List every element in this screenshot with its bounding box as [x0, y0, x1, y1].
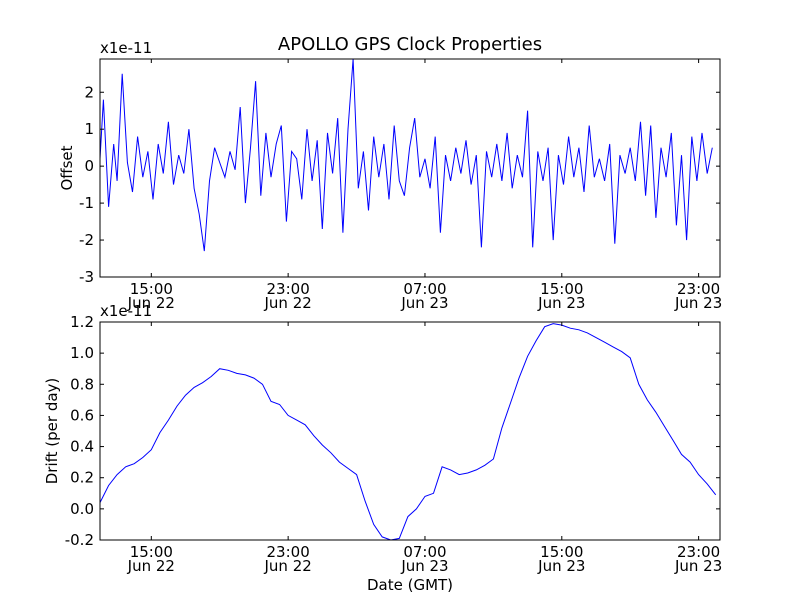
chart-title: APOLLO GPS Clock Properties [278, 34, 542, 55]
drift-y-tick-label: 0.0 [70, 500, 94, 518]
drift-x-tick-time: 15:00 [130, 543, 173, 561]
offset-x-tick-date: Jun 22 [127, 294, 175, 312]
offset-x-tick-time: 07:00 [403, 280, 446, 298]
offset-y-tick-label: 0 [84, 157, 94, 175]
drift-x-axis-label: Date (GMT) [367, 576, 453, 594]
drift-x-tick-date: Jun 23 [400, 557, 448, 575]
offset-y-tick-label: 1 [84, 120, 94, 138]
offset-y-tick-label: 2 [84, 83, 94, 101]
offset-x-tick-date: Jun 22 [263, 294, 311, 312]
offset-x-tick-date: Jun 23 [400, 294, 448, 312]
drift-x-tick-date: Jun 23 [537, 557, 585, 575]
drift-y-tick-label: 1.2 [70, 313, 94, 331]
drift-y-tick-label: -0.2 [65, 531, 94, 549]
drift-x-tick-time: 15:00 [540, 543, 583, 561]
offset-x-tick-date: Jun 23 [537, 294, 585, 312]
drift-axes-frame [99, 321, 721, 541]
drift-plot-area [100, 322, 720, 540]
drift-y-tick-label: 0.6 [70, 406, 94, 424]
offset-axes-frame [99, 58, 721, 278]
offset-y-tick-label: -3 [79, 268, 94, 286]
drift-x-tick-date: Jun 22 [127, 557, 175, 575]
drift-x-tick-time: 23:00 [267, 543, 310, 561]
drift-x-tick-date: Jun 22 [263, 557, 311, 575]
offset-y-ticks: -3 -2 -1 0 1 2 [79, 83, 720, 286]
drift-y-ticks: -0.2 0.0 0.2 0.4 0.6 0.8 1.0 1.2 [65, 313, 720, 549]
drift-series-line [99, 323, 717, 541]
drift-y-tick-label: 1.0 [70, 344, 94, 362]
offset-exponent-label: x1e-11 [100, 39, 152, 57]
drift-x-tick-date: Jun 23 [674, 557, 722, 575]
offset-y-tick-label: -1 [79, 194, 94, 212]
offset-y-axis-label: Offset [58, 145, 76, 190]
offset-y-tick-label: -2 [79, 231, 94, 249]
offset-x-tick-date: Jun 23 [674, 294, 722, 312]
offset-x-tick-time: 23:00 [267, 280, 310, 298]
drift-x-tick-time: 23:00 [677, 543, 720, 561]
offset-x-tick-time: 15:00 [540, 280, 583, 298]
drift-x-tick-time: 07:00 [403, 543, 446, 561]
drift-y-axis-label: Drift (per day) [43, 378, 61, 485]
drift-y-tick-label: 0.2 [70, 469, 94, 487]
offset-plot-area [100, 59, 720, 277]
drift-exponent-label: x1e-11 [100, 302, 152, 320]
offset-x-tick-time: 15:00 [130, 280, 173, 298]
drift-y-tick-label: 0.8 [70, 375, 94, 393]
drift-y-tick-label: 0.4 [70, 438, 94, 456]
offset-series-line [99, 58, 713, 252]
offset-x-tick-time: 23:00 [677, 280, 720, 298]
